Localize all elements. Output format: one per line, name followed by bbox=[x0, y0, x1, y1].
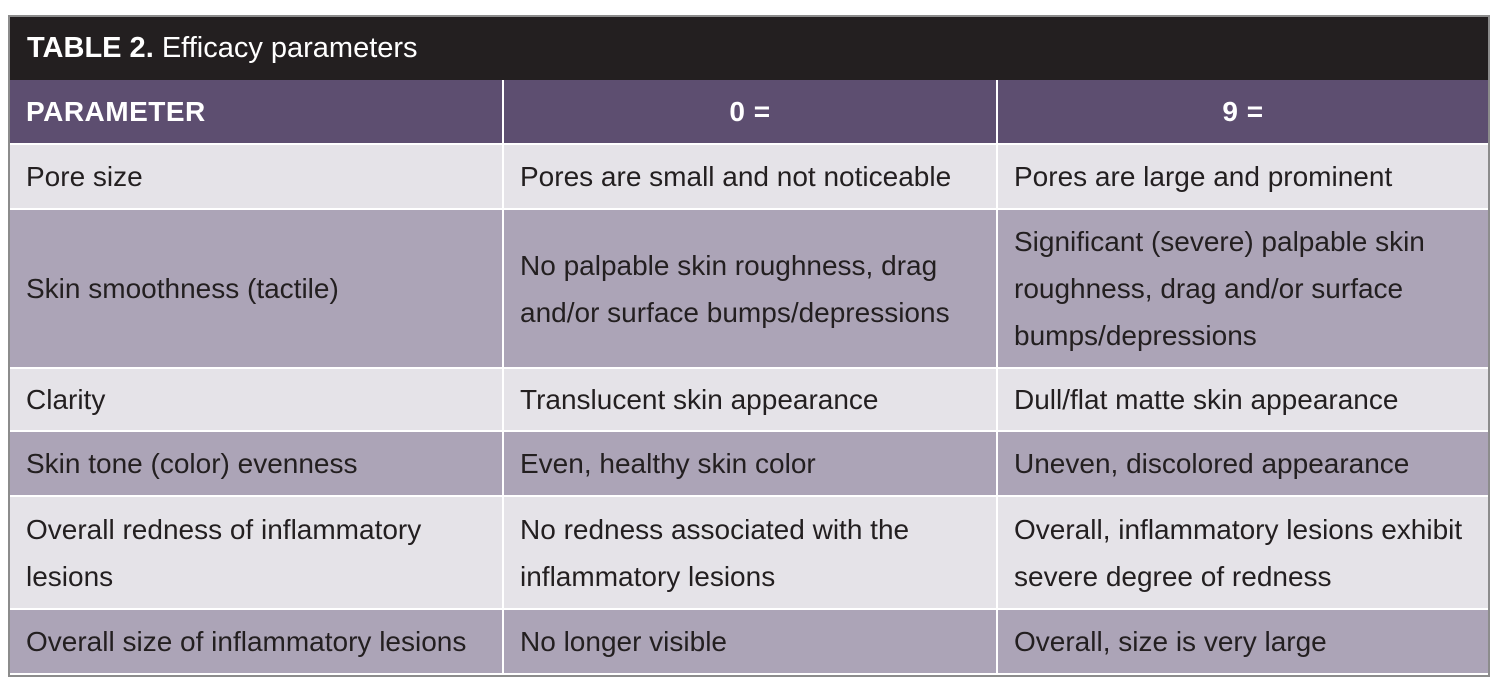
table-row: Overall redness of inflammatory lesions … bbox=[10, 495, 1488, 610]
parameter-cell: Pore size bbox=[10, 143, 504, 210]
column-header-score-0: 0 = bbox=[502, 80, 998, 145]
score-9-cell: Overall, size is very large bbox=[996, 608, 1488, 673]
score-0-cell: Translucent skin appearance bbox=[502, 367, 998, 432]
score-9-cell: Overall, inflammatory lesions exhibit se… bbox=[996, 495, 1488, 610]
table-row: Overall size of inflammatory lesions No … bbox=[10, 608, 1488, 673]
table-row: Clarity Translucent skin appearance Dull… bbox=[10, 367, 1488, 432]
parameter-cell: Overall size of inflammatory lesions bbox=[10, 608, 504, 673]
score-0-cell: Pores are small and not noticeable bbox=[502, 143, 998, 210]
table-row: Skin smoothness (tactile) No palpable sk… bbox=[10, 208, 1488, 369]
score-0-cell: No longer visible bbox=[502, 608, 998, 673]
score-0-cell: Even, healthy skin color bbox=[502, 430, 998, 497]
column-header-parameter: PARAMETER bbox=[10, 80, 504, 145]
parameter-cell: Overall redness of inflammatory lesions bbox=[10, 495, 504, 610]
score-0-cell: No redness associated with the inflammat… bbox=[502, 495, 998, 610]
data-grid: PARAMETER 0 = 9 = Pore size Pores are sm… bbox=[10, 80, 1488, 673]
parameter-cell: Skin tone (color) evenness bbox=[10, 430, 504, 497]
score-9-cell: Significant (severe) palpable skin rough… bbox=[996, 208, 1488, 369]
table-row: Skin tone (color) evenness Even, healthy… bbox=[10, 430, 1488, 497]
table-caption: TABLE 2. Efficacy parameters bbox=[10, 17, 1488, 80]
parameter-cell: Clarity bbox=[10, 367, 504, 432]
score-9-cell: Dull/flat matte skin appearance bbox=[996, 367, 1488, 432]
table-number: TABLE 2. bbox=[27, 32, 154, 64]
score-9-cell: Pores are large and prominent bbox=[996, 143, 1488, 210]
parameter-cell: Skin smoothness (tactile) bbox=[10, 208, 504, 369]
score-9-cell: Uneven, discolored appearance bbox=[996, 430, 1488, 497]
table-row: Pore size Pores are small and not notice… bbox=[10, 143, 1488, 210]
column-header-score-9: 9 = bbox=[996, 80, 1488, 145]
efficacy-table: TABLE 2. Efficacy parameters PARAMETER 0… bbox=[8, 15, 1490, 677]
table-title: Efficacy parameters bbox=[161, 32, 418, 64]
header-row: PARAMETER 0 = 9 = bbox=[10, 80, 1488, 145]
score-0-cell: No palpable skin roughness, drag and/or … bbox=[502, 208, 998, 369]
